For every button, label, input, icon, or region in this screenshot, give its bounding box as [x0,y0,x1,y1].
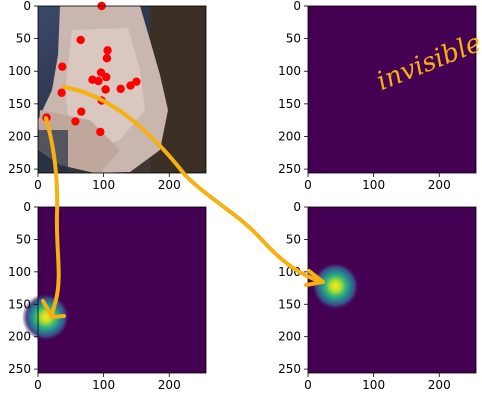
x-tick-label: 200 [428,378,451,392]
x-tick-label: 0 [34,378,42,392]
keypoint [94,76,103,86]
x-tick-label: 100 [362,378,385,392]
keypoint [102,53,112,63]
x-tick-label: 100 [92,378,115,392]
y-tick-label: 0 [293,200,301,214]
x-tick-label: 0 [304,378,312,392]
keypoint [101,85,110,94]
arrow-to-bottom-left [44,116,61,318]
arrow-to-bottom-right [62,85,324,284]
y-tick-label: 150 [278,297,301,311]
y-tick-label: 200 [8,330,31,344]
y-tick-label: 200 [278,330,301,344]
y-tick-label: 250 [278,162,301,176]
keypoint [71,117,80,126]
x-tick-label: 100 [92,178,115,192]
y-tick-label: 50 [286,32,301,46]
x-tick-label: 100 [362,178,385,192]
heatmap-peak [21,293,70,342]
x-tick-label: 200 [158,378,181,392]
y-tick-label: 0 [293,0,301,13]
keypoint [116,84,125,94]
y-tick-label: 100 [278,64,301,78]
heatmap-background [308,6,476,173]
y-tick-label: 50 [16,232,31,246]
x-tick-label: 200 [158,178,181,192]
x-tick-label: 200 [428,178,451,192]
panel-photo-keypoints: 0 100 200 0 50 100 150 200 250 [8,0,207,192]
annotation-arrows [41,85,325,319]
y-tick-label: 250 [8,162,31,176]
y-tick-label: 50 [16,32,31,46]
keypoint [77,107,86,116]
y-tick-label: 0 [23,200,31,214]
y-tick-label: 100 [8,265,31,279]
arrowhead-bottom-left [41,299,66,319]
panel-heatmap-bottom-left: 0 100 200 0 50 100 150 200 250 [8,200,207,392]
heatmap-background [38,207,206,373]
y-tick-label: 150 [8,97,31,111]
y-tick-label: 100 [8,64,31,78]
keypoint [103,46,112,55]
y-tick-label: 150 [8,297,31,311]
y-tick-label: 250 [8,362,31,376]
keypoint [102,72,111,82]
y-tick-label: 200 [278,129,301,143]
y-tick-label: 250 [278,362,301,376]
x-tick-label: 0 [304,178,312,192]
arrowhead-bottom-right [304,269,325,287]
y-tick-label: 0 [23,0,31,13]
keypoint [57,88,66,97]
keypoint [132,77,141,86]
heatmap-peak [311,262,360,310]
keypoint [96,127,105,137]
y-tick-label: 50 [286,232,301,246]
y-tick-label: 150 [278,97,301,111]
x-tick-label: 0 [34,178,42,192]
keypoint [126,81,135,90]
y-tick-label: 200 [8,129,31,143]
keypoint [58,62,67,71]
keypoint [76,35,85,45]
